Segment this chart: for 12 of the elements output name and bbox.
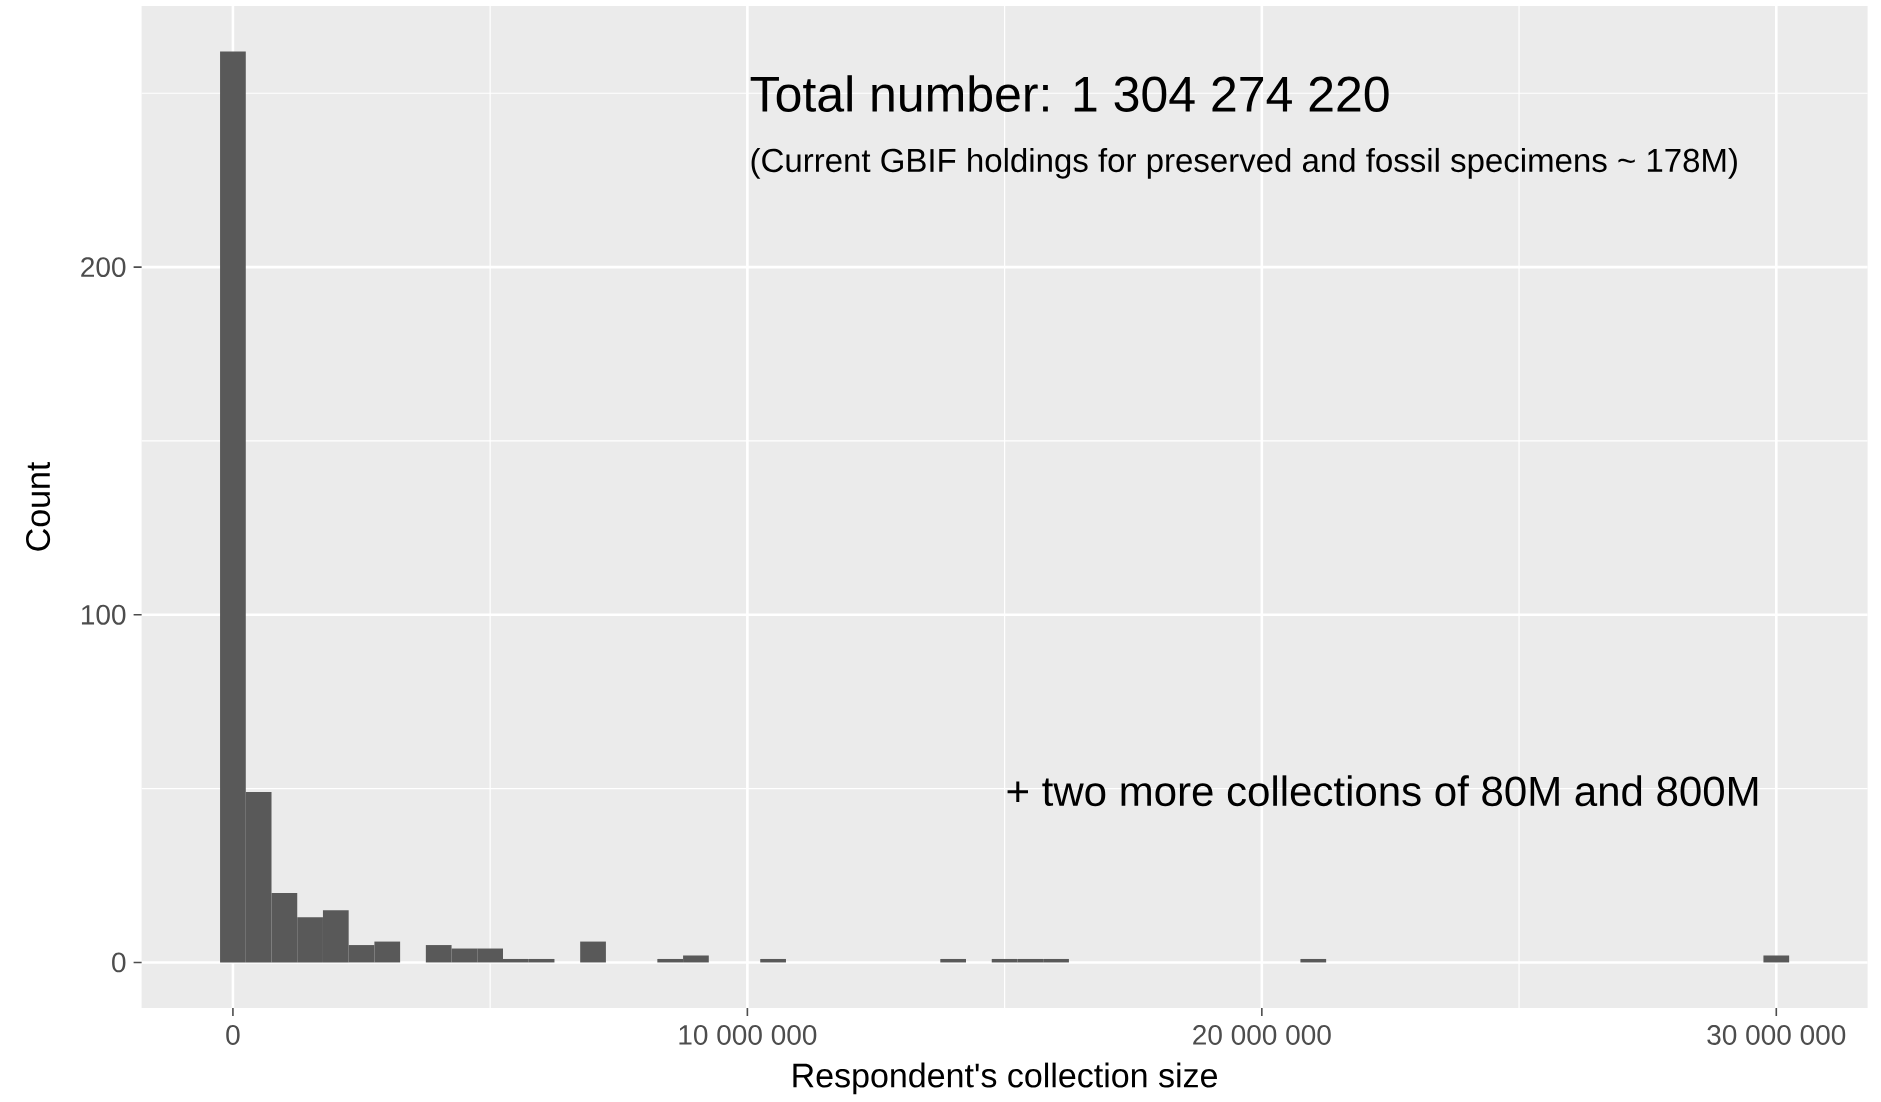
x-tick-label: 10 000 000 xyxy=(679,1025,817,1045)
annotation: Total number: 1 304 274 220 xyxy=(750,75,1389,112)
annotation: (Current GBIF holdings for preserved and fossil specimens ~ 178M) xyxy=(751,147,1737,179)
y-tick-label: 100 xyxy=(81,604,126,625)
y-axis-title: Count xyxy=(26,461,51,551)
x-tick-label: 20 000 000 xyxy=(1193,1025,1331,1045)
x-tick-label: 30 000 000 xyxy=(1707,1025,1846,1045)
x-axis-title: Respondent's collection size xyxy=(793,1062,1217,1095)
annotation: + two more collections of 80M and 800M xyxy=(1007,775,1758,807)
y-tick-label: 0 xyxy=(112,952,126,973)
y-tick-label: 200 xyxy=(81,257,126,278)
x-tick-label: 0 xyxy=(226,1025,240,1045)
